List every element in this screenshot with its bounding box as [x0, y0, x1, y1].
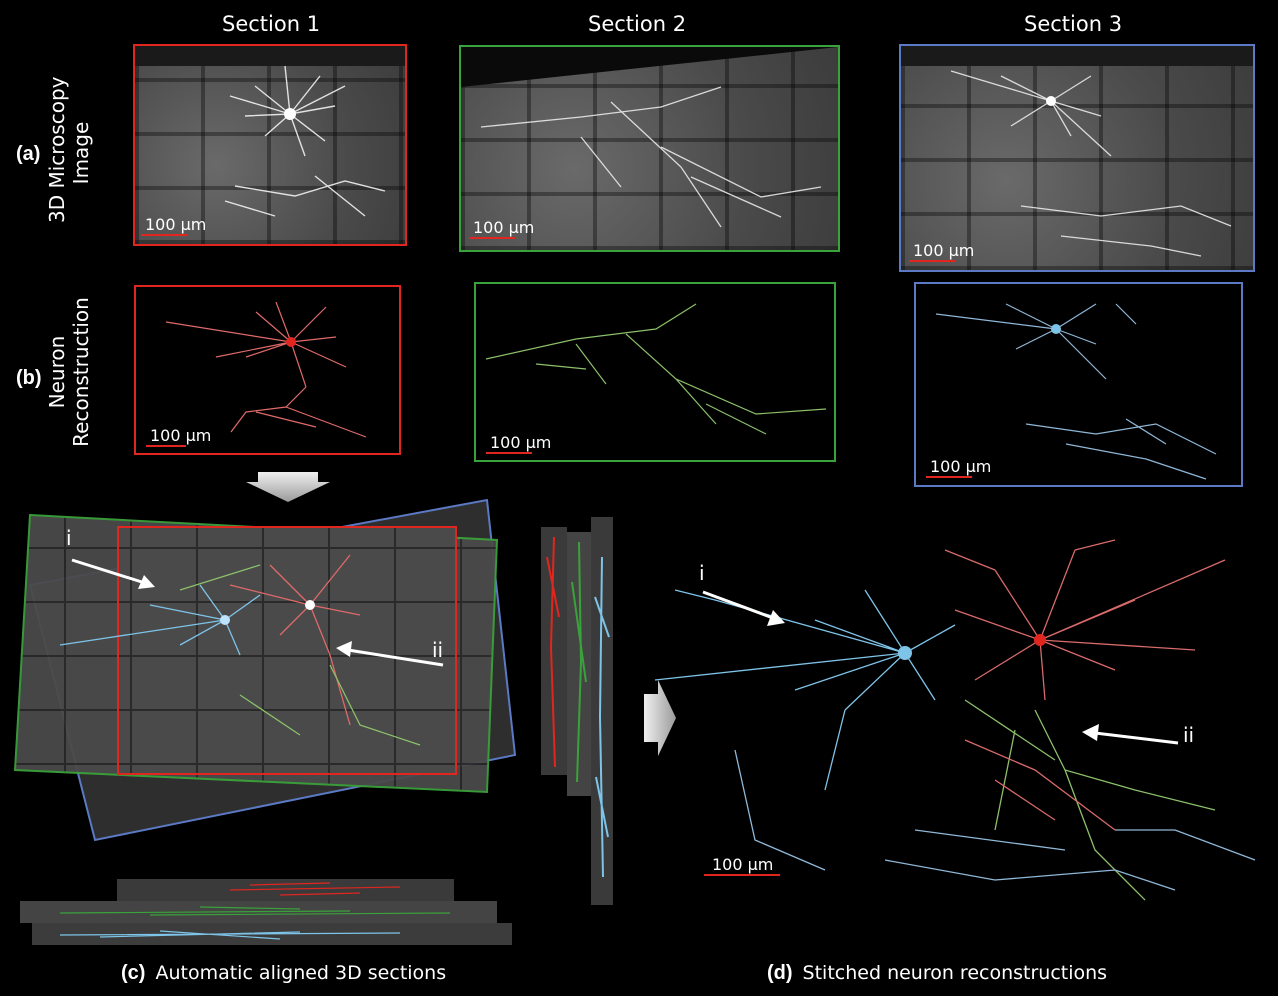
- arrow-ii-line-d: [1094, 731, 1179, 745]
- row-a-label-line2: Image: [69, 121, 93, 185]
- arrow-i-line-d: [702, 590, 774, 620]
- arrow-i-label-c: i: [66, 526, 72, 550]
- neuron-image-1: [224, 65, 386, 217]
- row-b-label-line2: Reconstruction: [69, 297, 93, 447]
- scale-bar-a3: 100 µm: [909, 240, 974, 262]
- section-1-title: Section 1: [222, 12, 321, 36]
- microscopy-image-section-3: 100 µm: [899, 44, 1255, 272]
- arrow-i-head-d: [767, 610, 785, 626]
- scale-bar-b3: 100 µm: [926, 456, 991, 478]
- arrow-ii-head-c: [336, 641, 352, 657]
- arrow-i-line-c: [71, 558, 146, 585]
- row-b-label-line1: Neuron: [45, 335, 69, 409]
- side-view-section-1: [541, 527, 567, 775]
- microscopy-image-section-1: 100 µm: [133, 44, 407, 246]
- reconstruction-section-3: 100 µm: [914, 282, 1243, 487]
- reconstruction-section-2: 100 µm: [474, 282, 836, 462]
- side-view-section-3: [591, 517, 613, 905]
- caption-d: (d) Stitched neuron reconstructions: [767, 962, 1107, 985]
- top-view-section-1: [117, 879, 454, 901]
- reconstruction-section-1: 100 µm: [134, 285, 401, 455]
- row-a-label-line1: 3D Microscopy: [45, 76, 69, 224]
- arrow-ii-line-c: [347, 648, 444, 667]
- aligned-sections-figure: i ii: [13, 498, 517, 945]
- scale-bar-b2: 100 µm: [486, 432, 551, 454]
- row-a-letter: (a): [16, 143, 41, 165]
- stitched-reconstruction: i ii: [654, 539, 1256, 901]
- section-3-title: Section 3: [1024, 12, 1123, 36]
- neuron-reconstruction-3: [935, 303, 1217, 480]
- arrow-ii-label-c: ii: [432, 638, 443, 662]
- arrow-i-label-d: i: [699, 561, 705, 585]
- caption-c: (c) Automatic aligned 3D sections: [121, 962, 446, 985]
- arrow-ii-head-d: [1082, 724, 1099, 741]
- microscopy-image-section-2: 100 µm: [459, 45, 840, 252]
- caption-d-letter: (d): [767, 962, 793, 984]
- neuron-image-2: [480, 86, 822, 228]
- caption-c-text: Automatic aligned 3D sections: [155, 962, 447, 984]
- scale-bar-a1: 100 µm: [141, 214, 206, 236]
- arrow-ii-label-d: ii: [1183, 723, 1194, 747]
- neuron-image-3: [950, 70, 1232, 257]
- row-b-letter: (b): [16, 367, 42, 389]
- row-a-label: 3D Microscopy Image: [45, 76, 97, 224]
- right-arrow-icon: [644, 680, 676, 756]
- down-arrow-icon: [246, 472, 330, 502]
- scale-bar-a2: 100 µm: [469, 217, 534, 239]
- row-b-label: Neuron Reconstruction: [45, 297, 97, 447]
- caption-c-letter: (c): [121, 962, 146, 984]
- section-2-title: Section 2: [588, 12, 687, 36]
- neuron-reconstruction-1: [165, 301, 367, 438]
- side-view-section-2: [567, 532, 591, 796]
- section-1-outline: [117, 526, 457, 775]
- arrow-i-head-c: [138, 575, 155, 589]
- caption-d-text: Stitched neuron reconstructions: [802, 962, 1108, 984]
- scale-bar-d: 100 µm: [704, 852, 780, 876]
- neuron-reconstruction-2: [485, 303, 827, 435]
- scale-bar-b1: 100 µm: [146, 425, 211, 447]
